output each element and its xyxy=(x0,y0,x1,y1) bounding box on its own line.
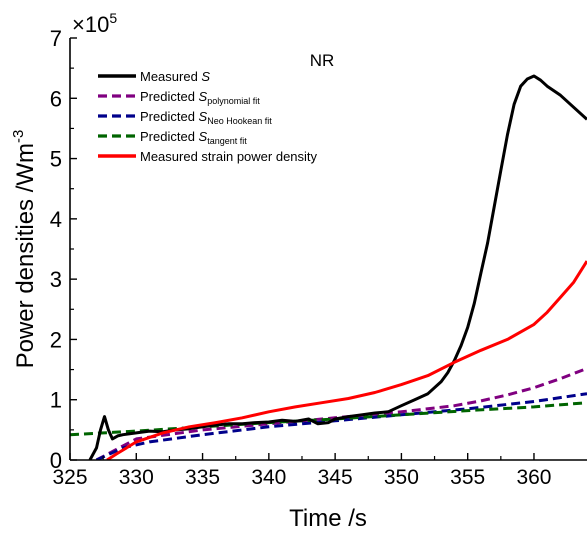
legend-label-0: Measured S xyxy=(140,69,210,84)
y-tick-label-5: 5 xyxy=(50,147,62,172)
series-line-3 xyxy=(70,401,587,437)
annotation-label: NR xyxy=(310,51,335,70)
x-tick-label-345: 345 xyxy=(318,466,353,489)
y-tick-label-1: 1 xyxy=(50,388,62,413)
y-tick-label-0: 0 xyxy=(50,448,62,473)
x-tick-label-350: 350 xyxy=(384,466,419,489)
x-tick-label-355: 355 xyxy=(450,466,485,489)
x-axis-title: Time /s xyxy=(289,505,367,532)
y-tick-label-3: 3 xyxy=(50,267,62,292)
legend: Measured S Predicted Spolynomial fit Predi… xyxy=(98,69,318,164)
series-line-2 xyxy=(95,392,587,460)
x-tick-label-335: 335 xyxy=(185,466,220,489)
legend-label-3: Predicted Stangent fit xyxy=(140,129,247,146)
x-tick-label-340: 340 xyxy=(251,466,286,489)
series-line-1 xyxy=(95,367,587,460)
series-line-0 xyxy=(88,74,587,460)
x-tick-label-325: 325 xyxy=(52,466,87,489)
y-tick-label-2: 2 xyxy=(50,327,62,352)
x-tick-label-360: 360 xyxy=(516,466,551,489)
x-tick-label-330: 330 xyxy=(119,466,154,489)
legend-label-2: Predicted SNeo Hookean fit xyxy=(140,109,272,126)
y-tick-label-6: 6 xyxy=(50,86,62,111)
scale-label: ×105 xyxy=(72,10,117,37)
y-axis-title: Power densities /Wm-3 xyxy=(10,130,39,369)
y-tick-label-4: 4 xyxy=(50,207,62,232)
series-line-4 xyxy=(106,260,587,460)
legend-label-1: Predicted Spolynomial fit xyxy=(140,89,260,106)
y-tick-label-7: 7 xyxy=(50,26,62,51)
legend-label-4: Measured strain power density xyxy=(140,149,318,164)
series-group xyxy=(70,74,587,460)
